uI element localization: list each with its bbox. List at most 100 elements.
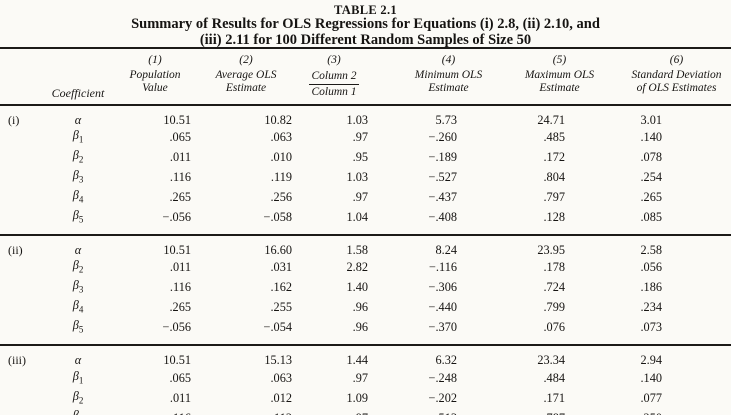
title-block: TABLE 2.1 Summary of Results for OLS Reg… bbox=[0, 0, 731, 47]
value-cell: .178 bbox=[543, 260, 565, 275]
value-cell: .063 bbox=[270, 130, 292, 145]
ols-results-table: Coefficient (1) Population Value (2) Ave… bbox=[0, 49, 731, 415]
value-cell: 1.03 bbox=[346, 170, 368, 185]
fraction-denominator: Column 1 bbox=[311, 86, 357, 98]
table-row: β1 .065 .063 .97 −.248 .484 .140 bbox=[0, 369, 731, 389]
column-5-line-2: Estimate bbox=[539, 82, 580, 94]
section-label: (ii) bbox=[0, 233, 42, 259]
value-cell: .011 bbox=[169, 260, 191, 275]
value-cell: .011 bbox=[169, 390, 191, 405]
value-cell: .95 bbox=[352, 150, 368, 165]
section-label bbox=[0, 148, 42, 168]
value-cell: 23.95 bbox=[505, 233, 610, 259]
table-row: β3 .116 .119 1.03 −.527 .804 .254 bbox=[0, 168, 731, 188]
value-cell: .96 bbox=[352, 300, 368, 315]
value-cell: .265 bbox=[169, 300, 191, 315]
value-cell: 10.51 bbox=[114, 233, 196, 259]
value-cell: .171 bbox=[543, 390, 565, 405]
value-cell: .186 bbox=[640, 280, 662, 295]
coefficient-label: β4 bbox=[72, 187, 84, 205]
value-cell: .254 bbox=[640, 170, 662, 185]
value-cell: −.058 bbox=[263, 210, 292, 225]
column-5-number: (5) bbox=[552, 54, 567, 66]
value-cell: .116 bbox=[169, 280, 191, 295]
value-cell: .265 bbox=[169, 190, 191, 205]
value-cell: 10.51 bbox=[163, 112, 191, 127]
coefficient-label: β4 bbox=[72, 298, 84, 315]
column-header-5: (5) Maximum OLS Estimate bbox=[505, 49, 610, 106]
value-cell: 10.82 bbox=[264, 112, 292, 127]
section-label bbox=[0, 318, 42, 345]
value-cell: .116 bbox=[114, 408, 196, 415]
value-cell: .128 bbox=[543, 210, 565, 225]
table-number-label: TABLE 2.1 bbox=[334, 3, 397, 17]
coefficient-label: β1 bbox=[72, 368, 84, 386]
value-cell: .056 bbox=[640, 260, 662, 275]
section-label bbox=[0, 208, 42, 235]
coefficient-label: α bbox=[42, 233, 114, 259]
table-row: (i) α 10.51 10.82 1.03 5.73 24.71 3.01 bbox=[0, 105, 731, 129]
column-header-4: (4) Minimum OLS Estimate bbox=[372, 49, 505, 106]
value-cell: .97 bbox=[352, 190, 368, 205]
value-cell: .065 bbox=[169, 370, 191, 385]
coefficient-label: β1 bbox=[72, 128, 84, 145]
value-cell: −.306 bbox=[428, 280, 457, 295]
value-cell: .116 bbox=[169, 170, 191, 185]
column-header-coefficient: Coefficient bbox=[42, 49, 114, 106]
table-row: β4 .265 .255 .96 −.440 .799 .234 bbox=[0, 298, 731, 318]
value-cell: −.527 bbox=[428, 170, 457, 185]
table-header: Coefficient (1) Population Value (2) Ave… bbox=[0, 49, 731, 106]
value-cell: −.437 bbox=[428, 190, 457, 205]
value-cell: .250 bbox=[610, 408, 731, 415]
value-cell: .255 bbox=[270, 300, 292, 315]
value-cell: .724 bbox=[543, 280, 565, 295]
section-label bbox=[0, 258, 42, 278]
column-1-line-1: Population bbox=[129, 68, 181, 81]
value-cell: −.056 bbox=[162, 320, 191, 335]
column-ratio-fraction: Column 2 Column 1 bbox=[309, 70, 359, 100]
value-cell: .97 bbox=[352, 370, 368, 385]
value-cell: −.260 bbox=[428, 130, 457, 145]
section-label bbox=[0, 278, 42, 298]
table-row: β4 .265 .256 .97 −.437 .797 .265 bbox=[0, 188, 731, 208]
coefficient-label: α bbox=[74, 112, 82, 127]
value-cell: .073 bbox=[640, 320, 662, 335]
coefficient-header-label: Coefficient bbox=[51, 86, 105, 100]
column-1-number: (1) bbox=[148, 54, 162, 66]
value-cell: 23.34 bbox=[505, 344, 610, 369]
value-cell: −.189 bbox=[428, 150, 457, 165]
section-label bbox=[0, 188, 42, 208]
value-cell: .172 bbox=[543, 150, 565, 165]
value-cell: 3.01 bbox=[640, 112, 662, 127]
value-cell: .011 bbox=[169, 150, 191, 165]
column-4-line-2: Estimate bbox=[428, 82, 469, 94]
top-rule-divider bbox=[0, 47, 731, 49]
value-cell: 2.94 bbox=[610, 344, 731, 369]
table-section: (ii) α 10.51 16.60 1.58 8.24 23.95 2.58 β2.011.0… bbox=[0, 233, 731, 345]
value-cell: .112 bbox=[196, 408, 296, 415]
value-cell: −.370 bbox=[428, 320, 457, 335]
table-row: β5 −.056 −.058 1.04 −.408 .128 .085 bbox=[0, 208, 731, 235]
coefficient-label: β5 bbox=[72, 207, 84, 225]
value-cell: −.408 bbox=[428, 210, 457, 225]
value-cell: .063 bbox=[270, 370, 292, 385]
coefficient-label: β3 bbox=[72, 167, 84, 185]
coefficient-label: α bbox=[42, 344, 114, 369]
value-cell: 1.09 bbox=[346, 390, 368, 405]
table-row: β2 .011 .012 1.09 −.202 .171 .077 bbox=[0, 389, 731, 409]
column-header-6: (6) Standard Deviation of OLS Estimates bbox=[610, 49, 731, 106]
table-row: (iii) α 10.51 15.13 1.44 6.32 23.34 2.94 bbox=[0, 344, 731, 369]
column-1-line-2: Value bbox=[142, 82, 168, 94]
column-3-number: (3) bbox=[327, 54, 341, 66]
value-cell: 15.13 bbox=[196, 344, 296, 369]
value-cell: .010 bbox=[270, 150, 292, 165]
value-cell: .140 bbox=[640, 130, 662, 145]
value-cell: −.054 bbox=[263, 320, 292, 335]
column-header-1: (1) Population Value bbox=[114, 49, 196, 106]
value-cell: 2.58 bbox=[610, 233, 731, 259]
section-label bbox=[0, 369, 42, 389]
table-row: (ii) α 10.51 16.60 1.58 8.24 23.95 2.58 bbox=[0, 233, 731, 259]
coefficient-label: β5 bbox=[72, 318, 84, 335]
section-label bbox=[0, 408, 42, 415]
